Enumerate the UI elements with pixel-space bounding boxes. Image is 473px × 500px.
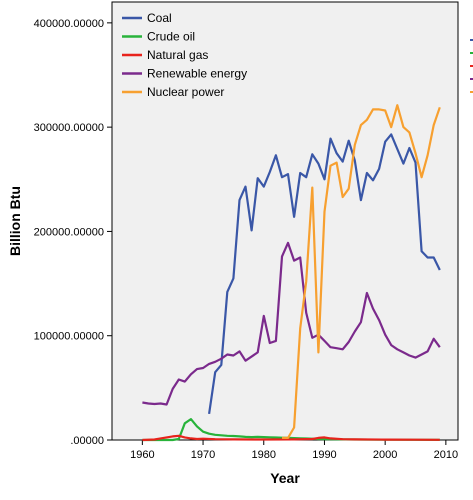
series-line-natural-gas [142, 434, 440, 442]
x-axis-title: Year [270, 470, 300, 486]
y-tick-label: 200000.00000 [34, 226, 104, 238]
x-tick-label: 1970 [191, 449, 215, 461]
series-line-nuclear-power [282, 104, 441, 439]
y-tick-label: 100000.00000 [34, 331, 104, 343]
y-tick-label: 400000.00000 [34, 18, 104, 30]
legend-box [120, 8, 242, 107]
series-line-crude-oil [142, 418, 440, 442]
legend-label: Natural gas [147, 48, 208, 62]
y-tick-label: 300000.00000 [34, 122, 104, 134]
x-tick-label: 1990 [312, 449, 336, 461]
y-tick-label: .00000 [70, 435, 104, 447]
legend-label: Crude oil [147, 30, 195, 44]
legend-label: Renewable energy [147, 67, 247, 81]
x-tick-label: 1980 [252, 449, 276, 461]
series-line-coal [208, 133, 441, 415]
legend: Coal Crude oil Natural gas Renewable energy… [120, 8, 247, 107]
x-axis: 1960 1970 1980 1990 2000 2010 [130, 440, 458, 461]
x-tick-label: 2010 [434, 449, 458, 461]
y-axis-title: Billion Btu [7, 186, 23, 256]
x-tick-label: 1960 [130, 449, 154, 461]
series-line-renewable-energy [142, 241, 441, 406]
y-axis: .00000 100000.00000 200000.00000 300000.000… [34, 18, 112, 447]
x-tick-label: 2000 [373, 449, 397, 461]
series-lines [142, 104, 441, 442]
legend-label: Coal [147, 11, 172, 25]
legend-label: Nuclear power [147, 85, 224, 99]
